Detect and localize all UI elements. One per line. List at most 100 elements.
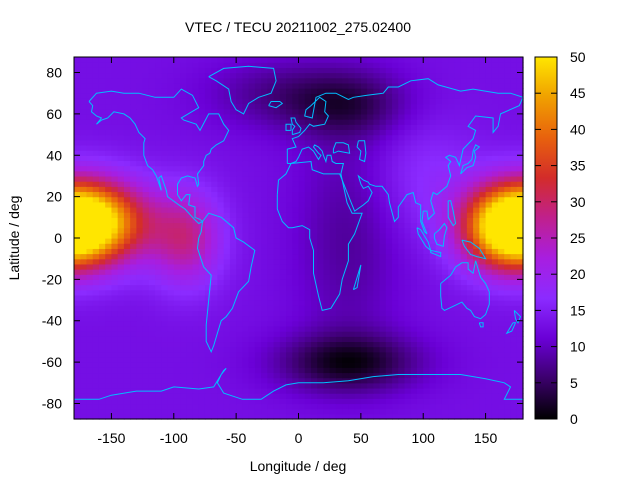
heatmap-cell [261, 206, 268, 213]
heatmap-cell [491, 98, 499, 105]
heatmap-cell [229, 82, 237, 89]
heatmap-cell [423, 382, 431, 389]
heatmap-cell [379, 196, 387, 203]
heatmap-cell [329, 346, 337, 353]
heatmap-cell [298, 356, 306, 363]
heatmap-cell [410, 67, 418, 74]
heatmap-cell [261, 248, 268, 255]
heatmap-cell [342, 62, 349, 68]
heatmap-cell [491, 382, 499, 389]
heatmap-cell [123, 377, 131, 384]
heatmap-cell [416, 222, 424, 229]
heatmap-cell [429, 82, 437, 89]
heatmap-cell [74, 294, 81, 301]
heatmap-cell [286, 103, 293, 110]
heatmap-cell [310, 88, 318, 94]
heatmap-cell [367, 191, 374, 198]
heatmap-cell [217, 367, 225, 374]
heatmap-cell [74, 88, 81, 94]
heatmap-cell [92, 284, 100, 291]
heatmap-cell [435, 315, 443, 322]
heatmap-cell [161, 108, 169, 115]
heatmap-cell [329, 113, 337, 120]
heatmap-cell [348, 88, 356, 94]
heatmap-cell [92, 232, 100, 239]
heatmap-cell [329, 310, 337, 317]
heatmap-cell [211, 93, 219, 99]
heatmap-cell [423, 300, 431, 306]
heatmap-cell [416, 77, 424, 84]
heatmap-cell [248, 351, 256, 358]
heatmap-cell [86, 113, 94, 120]
heatmap-cell [161, 382, 169, 389]
heatmap-cell [504, 341, 512, 348]
heatmap-cell [466, 181, 474, 187]
heatmap-cell [310, 175, 318, 182]
heatmap-cell [373, 98, 381, 105]
heatmap-cell [180, 72, 187, 79]
heatmap-cell [279, 196, 287, 203]
heatmap-cell [454, 113, 462, 120]
heatmap-cell [173, 300, 181, 306]
heatmap-cell [423, 310, 431, 317]
heatmap-cell [167, 222, 175, 229]
heatmap-cell [435, 320, 443, 327]
heatmap-cell [385, 253, 393, 260]
heatmap-cell [310, 263, 318, 270]
heatmap-cell [479, 408, 487, 415]
heatmap-cell [273, 253, 281, 260]
heatmap-cell [460, 253, 468, 260]
heatmap-cell [229, 336, 237, 343]
heatmap-cell [335, 227, 343, 234]
heatmap-cell [448, 160, 456, 167]
heatmap-cell [173, 367, 181, 374]
heatmap-cell [342, 367, 349, 374]
heatmap-cell [485, 331, 493, 337]
heatmap-cell [74, 351, 81, 358]
heatmap-cell [80, 144, 88, 151]
heatmap-cell [92, 367, 100, 374]
heatmap-cell [86, 206, 94, 213]
heatmap-cell [223, 82, 231, 89]
heatmap-cell [211, 315, 219, 322]
heatmap-cell [105, 274, 113, 280]
heatmap-cell [173, 124, 181, 130]
heatmap-cell [242, 300, 250, 306]
heatmap-cell [504, 269, 512, 275]
heatmap-cell [298, 150, 306, 156]
heatmap-cell [360, 310, 368, 317]
heatmap-cell [155, 93, 162, 99]
heatmap-cell [142, 248, 150, 255]
heatmap-cell [360, 119, 368, 125]
heatmap-cell [329, 382, 337, 389]
heatmap-cell [441, 206, 449, 213]
heatmap-cell [254, 320, 262, 327]
heatmap-cell [236, 98, 243, 105]
heatmap-cell [142, 196, 150, 203]
heatmap-cell [155, 377, 162, 384]
heatmap-cell [373, 289, 381, 296]
heatmap-cell [423, 243, 431, 249]
heatmap-cell [460, 356, 468, 363]
heatmap-cell [254, 175, 262, 182]
heatmap-cell [473, 186, 480, 193]
heatmap-cell [373, 72, 381, 79]
heatmap-cell [392, 279, 399, 286]
heatmap-cell [86, 108, 94, 115]
heatmap-cell [198, 98, 206, 105]
heatmap-cell [111, 253, 119, 260]
heatmap-cell [310, 341, 318, 348]
heatmap-cell [142, 67, 150, 74]
heatmap-cell [192, 320, 200, 327]
heatmap-cell [86, 57, 94, 63]
heatmap-cell [441, 124, 449, 130]
heatmap-cell [198, 372, 206, 379]
heatmap-cell [74, 103, 81, 110]
heatmap-cell [479, 134, 487, 141]
heatmap-cell [373, 206, 381, 213]
heatmap-cell [173, 139, 181, 146]
heatmap-cell [410, 336, 418, 343]
heatmap-cell [360, 222, 368, 229]
heatmap-cell [286, 238, 293, 244]
heatmap-cell [111, 341, 119, 348]
